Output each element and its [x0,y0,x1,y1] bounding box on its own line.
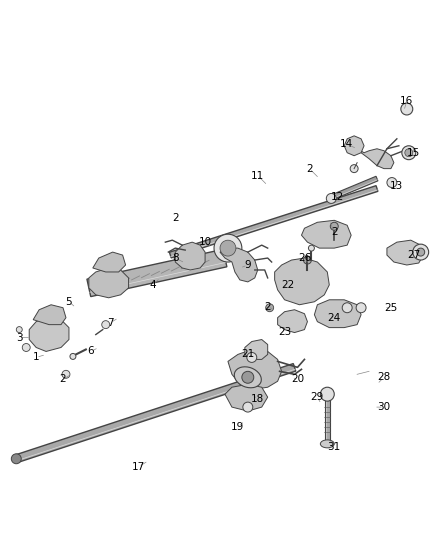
Circle shape [417,248,425,256]
Polygon shape [275,258,329,305]
Text: 5: 5 [66,297,72,307]
Polygon shape [220,248,258,282]
Text: 27: 27 [407,250,420,260]
Circle shape [387,177,397,188]
Text: 10: 10 [198,237,212,247]
Text: 2: 2 [331,227,338,237]
Polygon shape [87,249,227,296]
Text: 31: 31 [328,442,341,452]
Polygon shape [225,384,268,411]
Circle shape [342,303,352,313]
Text: 2: 2 [306,164,313,174]
Circle shape [214,234,242,262]
Text: 20: 20 [291,374,304,384]
Polygon shape [325,397,330,444]
Polygon shape [175,242,205,270]
Polygon shape [328,176,378,201]
Text: 2: 2 [172,213,179,223]
Circle shape [356,303,366,313]
Text: 8: 8 [172,253,179,263]
Circle shape [102,321,110,329]
Text: 13: 13 [390,181,403,190]
Polygon shape [301,220,351,248]
Polygon shape [344,136,364,156]
Polygon shape [170,185,378,258]
Text: 2: 2 [265,302,271,312]
Circle shape [242,372,254,383]
Polygon shape [89,268,129,298]
Circle shape [326,193,336,204]
Circle shape [266,304,274,312]
Circle shape [62,370,70,378]
Polygon shape [228,350,282,389]
Polygon shape [357,149,394,168]
Circle shape [308,245,314,251]
Text: 25: 25 [384,303,398,313]
Text: 23: 23 [278,327,291,336]
Text: 9: 9 [244,260,251,270]
Circle shape [247,352,257,362]
Text: 29: 29 [311,392,324,402]
Text: 24: 24 [328,313,341,322]
Ellipse shape [320,440,334,448]
Text: 26: 26 [298,253,311,263]
Circle shape [330,222,338,230]
Text: 22: 22 [281,280,294,290]
Text: 16: 16 [400,96,413,106]
Text: 17: 17 [132,462,145,472]
Text: 30: 30 [378,402,391,412]
Text: 28: 28 [377,372,391,382]
Circle shape [402,146,416,160]
Circle shape [304,256,311,264]
Polygon shape [93,252,126,272]
Text: 14: 14 [339,139,353,149]
Circle shape [11,454,21,464]
Text: 15: 15 [407,148,420,158]
Polygon shape [29,318,69,351]
Circle shape [70,353,76,359]
Polygon shape [314,300,361,328]
Circle shape [243,402,253,412]
Circle shape [220,240,236,256]
Circle shape [413,244,429,260]
Circle shape [22,343,30,351]
Polygon shape [15,364,296,463]
Polygon shape [245,340,268,359]
Text: 18: 18 [251,394,265,404]
Text: 7: 7 [107,318,114,328]
Polygon shape [33,305,66,325]
Text: 6: 6 [88,346,94,357]
Text: 11: 11 [251,171,265,181]
Circle shape [401,103,413,115]
Polygon shape [387,240,424,265]
Circle shape [16,327,22,333]
Text: 1: 1 [33,352,39,362]
Text: 21: 21 [241,350,254,359]
Circle shape [405,149,413,157]
Circle shape [350,165,358,173]
Text: 3: 3 [16,333,23,343]
Text: 19: 19 [231,422,244,432]
Text: 4: 4 [149,280,156,290]
Polygon shape [278,310,307,333]
Ellipse shape [234,367,261,388]
Text: 2: 2 [60,374,66,384]
Circle shape [320,387,334,401]
Text: 12: 12 [331,192,344,203]
